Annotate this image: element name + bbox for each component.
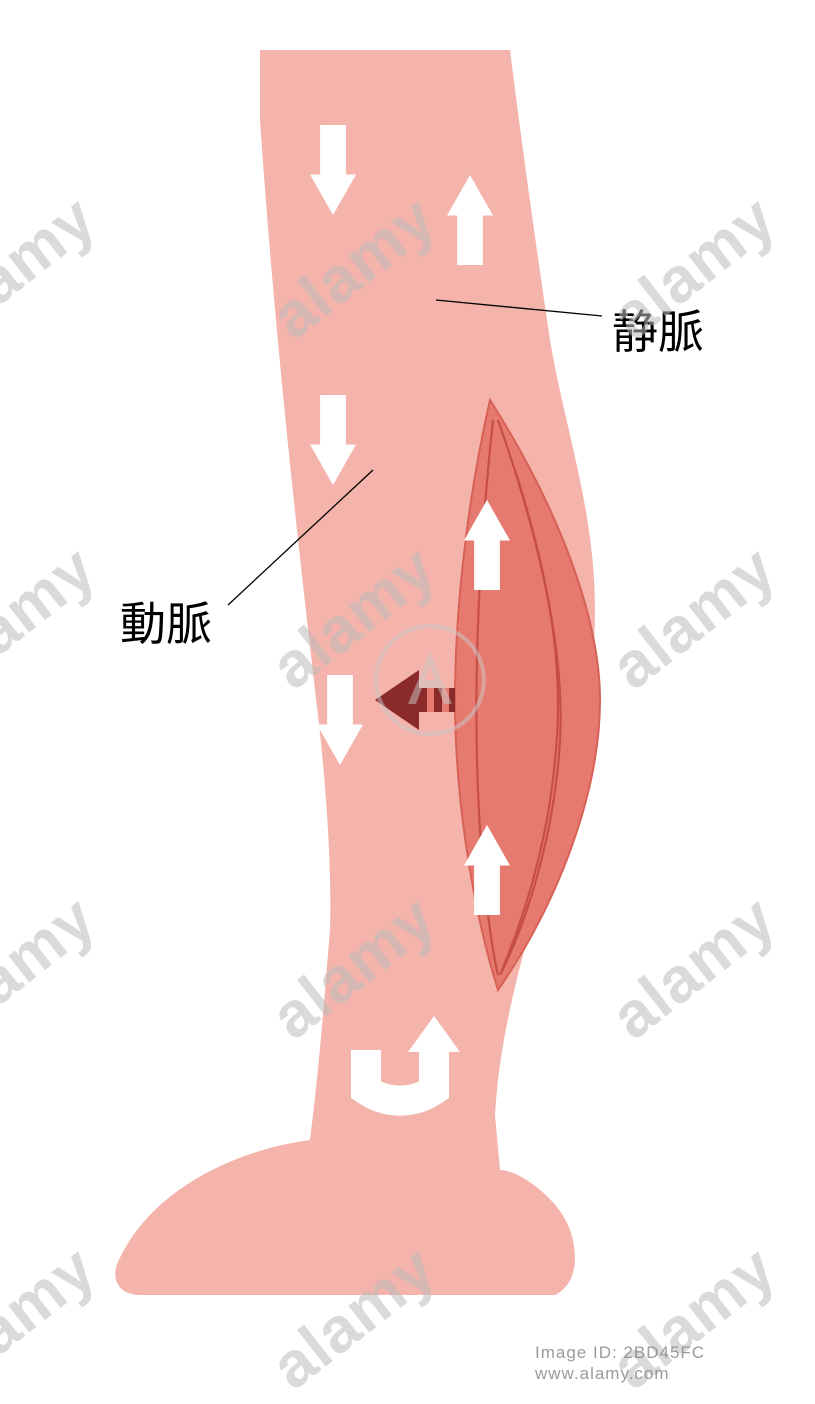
watermark-center-a [370,620,490,740]
diagram-stage: 静脈 動脈 alamyalamyalamyalamyalamyalamyalam… [0,0,815,1390]
artery-label: 動脈 [120,588,212,654]
vein-label: 静脈 [612,296,704,362]
